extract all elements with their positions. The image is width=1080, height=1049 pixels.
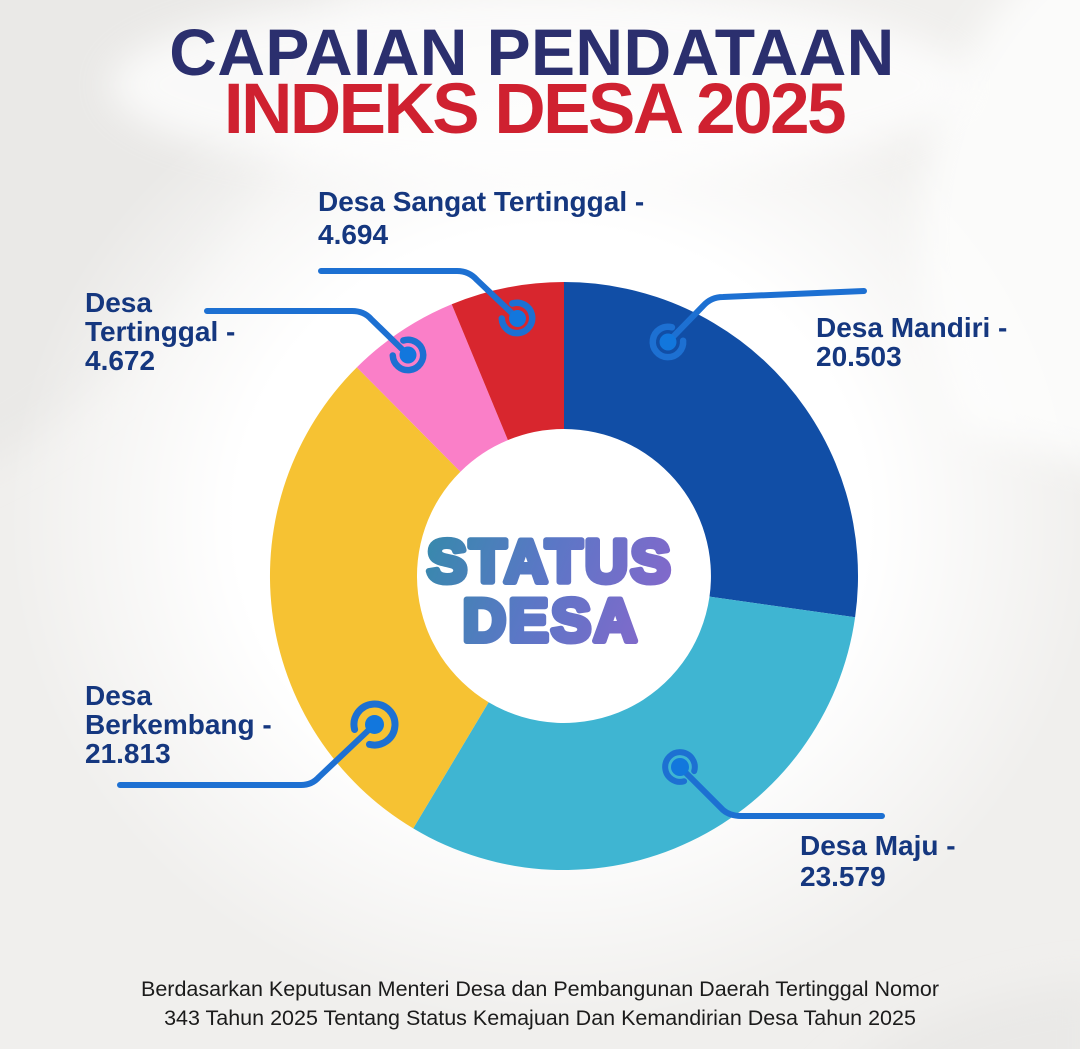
svg-text:STATUS: STATUS: [427, 528, 673, 595]
svg-text:DESA: DESA: [463, 587, 640, 654]
